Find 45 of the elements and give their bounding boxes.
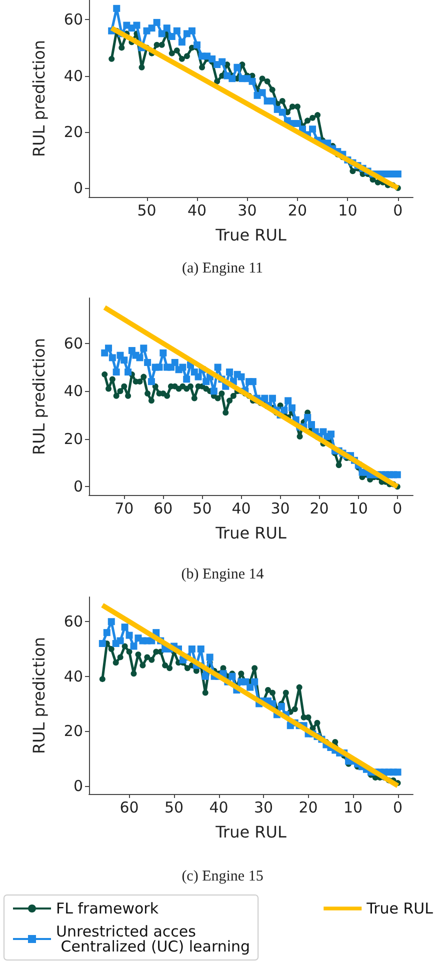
y-tick-label: 0 [73,478,83,496]
x-tick-label: 0 [393,798,403,816]
y-tick-label: 40 [64,66,83,85]
y-tick-label: 20 [64,430,83,448]
y-tick-label: 60 [64,334,83,352]
y-tick-label: 0 [73,776,83,795]
y-tick-label: 0 [73,179,83,198]
y-tick-label: 40 [64,382,83,400]
x-tick-label: 50 [192,500,212,518]
legend-label: Unrestricted acces Centralized (UC) learning [56,922,250,956]
x-tick-label: 30 [254,798,274,816]
x-tick-label: 20 [310,500,329,518]
text: (b) Engine 14 [181,566,264,582]
x-tick-label: 70 [114,500,134,518]
text: (c) Engine 15 [182,868,264,884]
x-axis-title: True RUL [214,822,286,842]
y-tick-label: 60 [64,612,83,631]
text: (a) Engine 11 [182,260,264,276]
x-tick-label: 40 [187,202,207,220]
x-axis-title: True RUL [214,226,286,244]
y-tick-label: 20 [64,122,83,141]
x-tick-label: 30 [270,500,290,518]
x-tick-label: 0 [392,500,402,518]
x-axis-title: True RUL [214,524,286,542]
x-tick-label: 20 [298,798,318,816]
x-tick-label: 40 [232,500,251,518]
y-tick-label: 40 [64,667,83,686]
x-tick-label: 10 [348,500,368,518]
y-axis-title: RUL prediction [30,40,48,158]
y-axis-title: RUL prediction [30,338,48,456]
x-tick-label: 50 [164,798,184,816]
legend-label: FL framework [56,900,159,918]
x-tick-label: 60 [120,798,139,816]
x-tick-label: 60 [154,500,173,518]
y-tick-label: 60 [64,10,83,29]
x-tick-label: 10 [343,798,363,816]
x-tick-label: 30 [238,202,257,220]
y-tick-label: 20 [64,722,83,740]
x-tick-label: 20 [288,202,308,220]
x-tick-label: 10 [338,202,358,220]
x-tick-label: 50 [137,202,156,220]
y-axis-title: RUL prediction [30,636,48,754]
x-tick-label: 40 [209,798,228,816]
legend-label: True RUL [366,900,434,918]
x-tick-label: 0 [393,202,403,220]
